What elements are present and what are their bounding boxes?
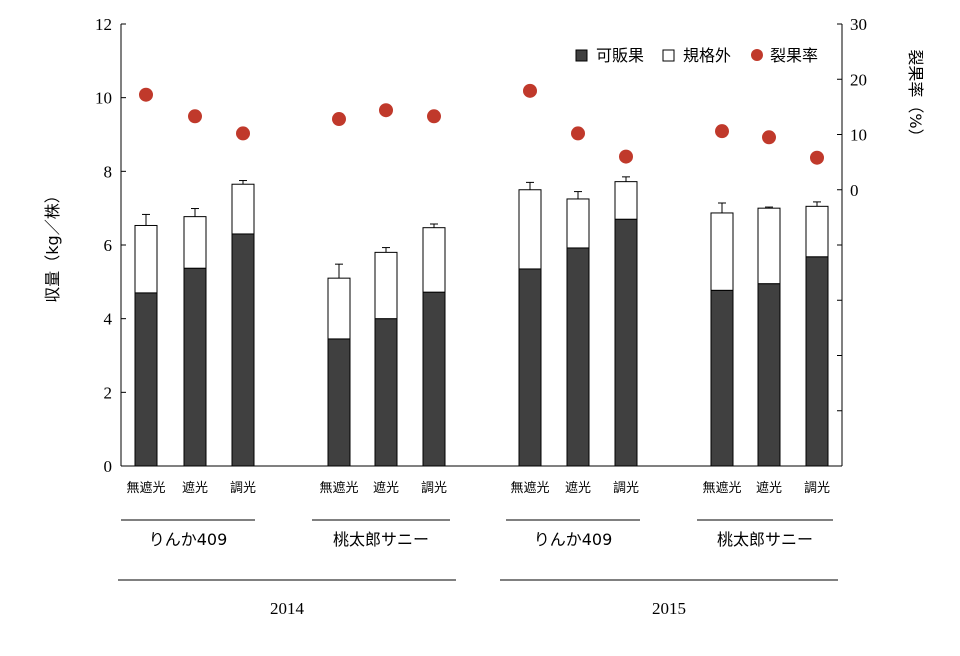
bar-nonstandard: [134, 224, 158, 294]
bar-marketable: [710, 289, 734, 467]
category-label: 無遮光: [702, 480, 741, 496]
category-label: 調光: [421, 481, 447, 496]
category-label: 調光: [804, 481, 830, 496]
legend-swatch-nonstandard: [662, 49, 675, 62]
error-bars: [142, 176, 821, 279]
legend-swatch-marketable: [575, 49, 588, 62]
year-label: 2015: [652, 599, 686, 618]
left-tick-label: 6: [104, 236, 113, 255]
right-tick-label: 0: [850, 181, 859, 200]
left-axis-title: 収量（kg／株）: [43, 187, 62, 302]
bar-marketable: [518, 268, 542, 467]
crack-rate-point: [332, 112, 346, 127]
crack-rate-point: [571, 126, 585, 141]
crack-rate-markers: [139, 83, 824, 165]
bar-marketable: [566, 247, 590, 467]
bar-nonstandard: [710, 212, 734, 291]
bar-marketable: [327, 338, 351, 467]
bar-marketable: [805, 256, 829, 467]
bar-nonstandard: [422, 227, 446, 293]
category-label: 遮光: [182, 480, 208, 496]
category-label: 調光: [230, 481, 256, 496]
bar-nonstandard: [614, 181, 638, 220]
legend: 可販果 規格外 裂果率: [575, 46, 818, 65]
bar-marketable: [134, 292, 158, 467]
legend-label: 規格外: [683, 46, 731, 65]
bars: [134, 181, 829, 467]
bar-nonstandard: [566, 198, 590, 249]
category-label: 遮光: [565, 480, 591, 496]
group-label: 桃太郎サニー: [717, 530, 813, 549]
right-axis-title: 裂果率（%）: [906, 49, 925, 144]
category-label: 遮光: [373, 480, 399, 496]
category-label: 調光: [613, 481, 639, 496]
group-label: りんか409: [534, 530, 613, 549]
bar-marketable: [183, 267, 207, 467]
right-tick-label: 20: [850, 70, 867, 89]
bar-nonstandard: [374, 251, 398, 320]
group-label: 桃太郎サニー: [333, 530, 429, 549]
bar-nonstandard: [757, 207, 781, 285]
legend-swatch-crack-rate: [751, 49, 763, 61]
left-tick-label: 0: [104, 457, 113, 476]
left-tick-label: 4: [104, 310, 113, 329]
group-label: りんか409: [149, 530, 228, 549]
bar-nonstandard: [518, 189, 542, 270]
bar-marketable: [757, 283, 781, 467]
bar-marketable: [614, 218, 638, 467]
left-tick-label: 2: [104, 383, 113, 402]
category-label: 遮光: [756, 480, 782, 496]
left-tick-label: 12: [95, 15, 112, 34]
legend-label: 可販果: [596, 46, 644, 65]
crack-rate-point: [379, 103, 393, 118]
crack-rate-point: [139, 87, 153, 102]
crack-rate-point: [762, 130, 776, 145]
crack-rate-point: [427, 109, 441, 124]
crack-rate-point: [619, 149, 633, 164]
category-label: 無遮光: [510, 480, 549, 496]
category-label: 無遮光: [319, 480, 358, 496]
right-tick-label: 10: [850, 126, 867, 145]
axes: 0 2 4 6 8 10 12 0 10 20 30: [95, 15, 867, 476]
year-label: 2014: [270, 599, 305, 618]
axis-titles: 収量（kg／株） 裂果率（%）: [43, 49, 925, 302]
bar-marketable: [422, 291, 446, 467]
bar-marketable: [374, 318, 398, 467]
crack-rate-point: [523, 83, 537, 98]
left-tick-label: 8: [104, 162, 113, 181]
bar-nonstandard: [805, 205, 829, 258]
crack-rate-point: [810, 150, 824, 165]
bar-nonstandard: [183, 216, 207, 269]
right-tick-label: 30: [850, 15, 867, 34]
category-label: 無遮光: [126, 480, 165, 496]
crack-rate-point: [715, 124, 729, 139]
crack-rate-point: [236, 126, 250, 141]
bar-nonstandard: [231, 183, 255, 235]
bar-marketable: [231, 233, 255, 467]
left-tick-label: 10: [95, 89, 112, 108]
bar-nonstandard: [327, 277, 351, 340]
legend-label: 裂果率: [770, 46, 818, 65]
crack-rate-point: [188, 109, 202, 124]
